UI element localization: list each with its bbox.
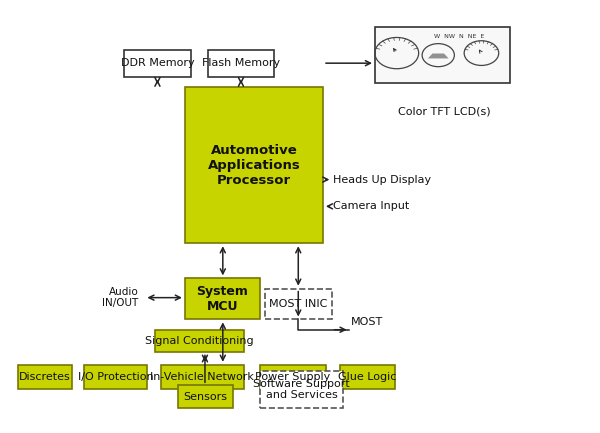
Text: Power Supply: Power Supply (255, 372, 331, 382)
FancyBboxPatch shape (155, 330, 244, 352)
FancyBboxPatch shape (185, 278, 260, 320)
FancyBboxPatch shape (18, 365, 73, 389)
Text: Software Support
and Services: Software Support and Services (253, 378, 350, 400)
FancyBboxPatch shape (260, 365, 326, 389)
Text: Color TFT LCD(s): Color TFT LCD(s) (398, 107, 490, 117)
FancyBboxPatch shape (161, 365, 244, 389)
Text: Camera Input: Camera Input (334, 201, 410, 211)
FancyBboxPatch shape (84, 365, 148, 389)
Text: Automotive
Applications
Processor: Automotive Applications Processor (208, 144, 300, 187)
FancyBboxPatch shape (340, 365, 395, 389)
Text: DDR Memory: DDR Memory (121, 58, 194, 68)
FancyBboxPatch shape (178, 385, 233, 408)
Text: Sensors: Sensors (183, 391, 227, 401)
Text: MOST: MOST (350, 317, 383, 327)
Text: W  NW  N  NE  E: W NW N NE E (434, 34, 484, 39)
FancyBboxPatch shape (185, 87, 323, 243)
FancyBboxPatch shape (260, 371, 343, 408)
Text: Signal Conditioning: Signal Conditioning (145, 336, 254, 346)
Text: Discretes: Discretes (19, 372, 71, 382)
Text: Heads Up Display: Heads Up Display (334, 174, 431, 184)
Polygon shape (428, 54, 449, 58)
FancyBboxPatch shape (124, 50, 191, 77)
Text: Glue Logic: Glue Logic (338, 372, 397, 382)
Text: System
MCU: System MCU (196, 285, 248, 313)
Text: Audio
IN/OUT: Audio IN/OUT (103, 287, 139, 308)
Text: I/O Protection: I/O Protection (78, 372, 154, 382)
Text: In-Vehicle Network: In-Vehicle Network (151, 372, 254, 382)
Text: MOST INIC: MOST INIC (269, 299, 328, 309)
FancyBboxPatch shape (208, 50, 274, 77)
FancyBboxPatch shape (375, 27, 510, 83)
Text: Flash Memory: Flash Memory (202, 58, 280, 68)
FancyBboxPatch shape (265, 289, 332, 320)
